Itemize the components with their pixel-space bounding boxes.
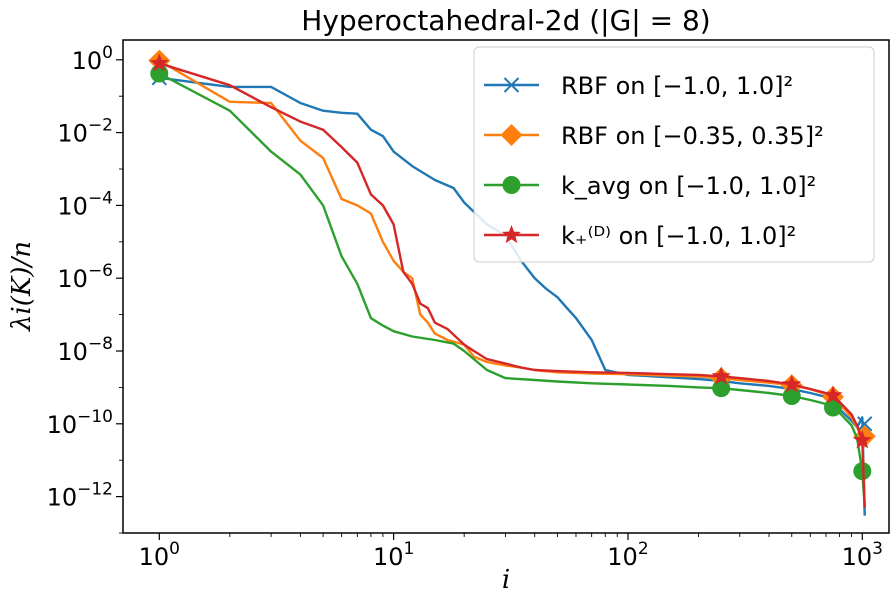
y-tick-label: 10−10 [47, 407, 113, 439]
y-axis-label: λi(K)/n [7, 241, 37, 332]
y-tick-label: 10−4 [57, 188, 113, 220]
y-tick-label: 100 [72, 43, 113, 75]
legend-item: k_avg on [−1.0, 1.0]² [484, 172, 816, 200]
legend-marker [502, 176, 521, 194]
x-tick-label: 100 [139, 539, 180, 571]
x-tick-label: 101 [373, 539, 414, 571]
y-tick-label-base: 10 [57, 120, 88, 148]
data-point [782, 374, 802, 393]
y-tick-label-base: 10 [72, 47, 103, 75]
legend-item: RBF on [−1.0, 1.0]² [484, 72, 793, 100]
legend-label: RBF on [−0.35, 0.35]² [561, 122, 824, 150]
legend: RBF on [−1.0, 1.0]² RBF on [−0.35, 0.35]²… [473, 46, 875, 263]
data-point [852, 430, 872, 449]
y-tick-label: 10−12 [47, 480, 113, 512]
x-tick-label-base: 10 [842, 543, 873, 571]
data-point [149, 53, 169, 72]
y-tick-label-exponent: −2 [88, 116, 113, 136]
y-tick-label-base: 10 [57, 338, 88, 366]
series-line [158, 62, 866, 508]
x-tick-label-exponent: 2 [638, 539, 649, 559]
x-tick-label-exponent: 0 [169, 539, 180, 559]
y-tick-label-exponent: −8 [88, 334, 113, 354]
legend-label: RBF on [−1.0, 1.0]² [561, 72, 793, 100]
x-axis-label: i [502, 565, 510, 595]
data-point [857, 416, 873, 432]
y-tick-label-exponent: −6 [88, 261, 113, 281]
series-3 [150, 64, 872, 508]
y-tick-label-exponent: −4 [88, 188, 113, 208]
data-point [824, 398, 843, 417]
legend-label: k_avg on [−1.0, 1.0]² [561, 172, 816, 200]
y-tick-label-base: 10 [57, 265, 88, 293]
series-line [159, 76, 866, 516]
legend-item: RBF on [−0.35, 0.35]² [484, 122, 824, 150]
chart-title: Hyperoctahedral-2d (|G| = 8) [301, 4, 710, 37]
x-tick-label: 102 [607, 539, 648, 571]
y-tick-label-base: 10 [47, 411, 78, 439]
data-point [711, 366, 731, 385]
legend-box [473, 46, 875, 263]
series-4 [149, 53, 872, 508]
x-tick-label-base: 10 [373, 543, 404, 571]
legend-marker [502, 225, 521, 244]
legend-item: k₊⁽ᴰ⁾ on [−1.0, 1.0]² [484, 222, 796, 250]
series-layer [148, 49, 876, 516]
y-tick-label: 10−6 [57, 261, 113, 293]
y-tick-label-base: 10 [47, 484, 78, 512]
y-tick-label-exponent: −12 [77, 480, 113, 500]
y-tick-label: 10−8 [57, 334, 113, 366]
y-tick-label: 10−2 [57, 116, 113, 148]
x-tick-label: 103 [842, 539, 883, 571]
plot-frame [122, 39, 890, 534]
x-tick-label-base: 10 [139, 543, 170, 571]
data-point [823, 385, 843, 404]
x-tick-label-exponent: 3 [872, 539, 883, 559]
x-tick-label-base: 10 [607, 543, 638, 571]
legend-marker-stroke-b [503, 77, 520, 93]
data-point [782, 387, 801, 406]
y-tick-label-base: 10 [57, 192, 88, 220]
legend-label: k₊⁽ᴰ⁾ on [−1.0, 1.0]² [561, 222, 796, 250]
legend-marker [500, 124, 523, 146]
legend-marker [503, 77, 520, 93]
x-axis: 100 101 102 103 [139, 533, 883, 571]
data-point-stroke-b [857, 416, 873, 432]
data-point [712, 379, 731, 398]
x-tick-label-exponent: 1 [403, 539, 414, 559]
y-tick-label-exponent: −10 [77, 407, 113, 427]
y-tick-label-exponent: 0 [102, 43, 113, 63]
